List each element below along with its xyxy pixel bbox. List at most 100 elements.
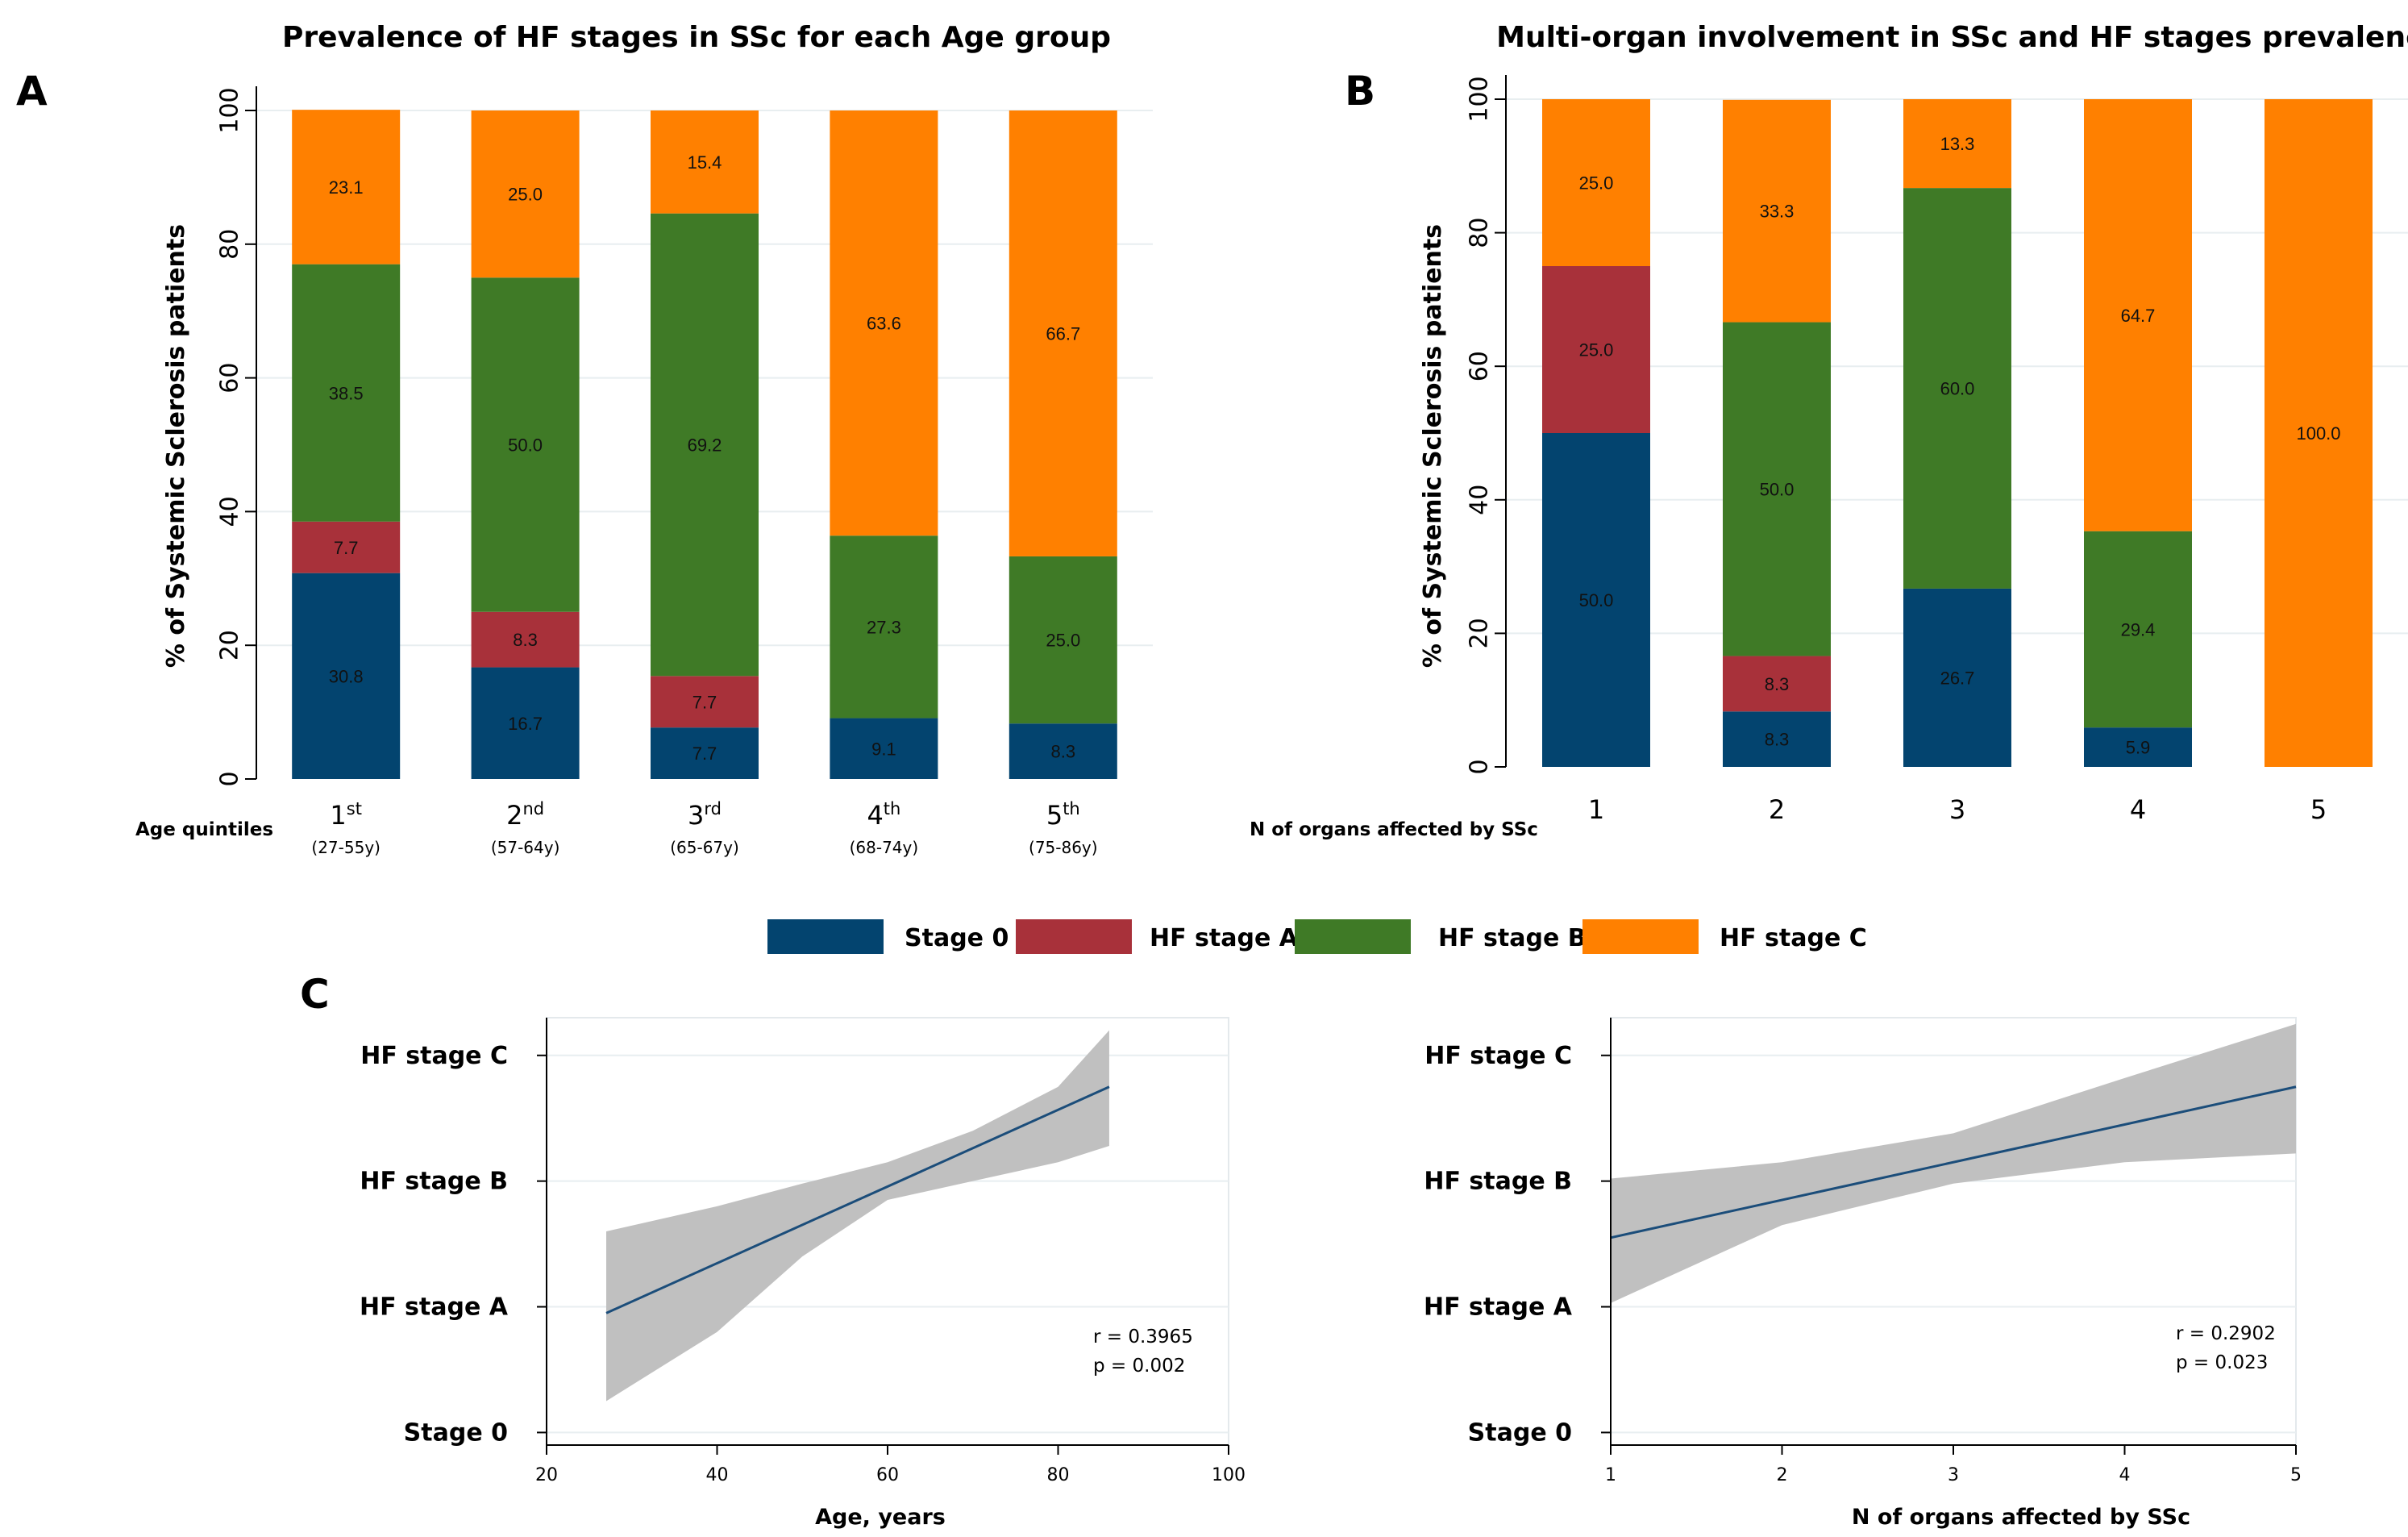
- legend-swatch-hfA: [1016, 919, 1132, 954]
- confidence-band: [606, 1030, 1109, 1402]
- panel-b-label: B: [1345, 68, 1375, 115]
- panel-c-label: C: [300, 971, 330, 1018]
- bar-hfA: [651, 676, 759, 728]
- x-tick-label: 100: [1212, 1465, 1246, 1485]
- panel-c-organs-xlabel: N of organs affected by SSc: [1852, 1505, 2190, 1530]
- data-label: 7.7: [692, 692, 717, 712]
- bar-hfC: [1903, 99, 2011, 189]
- category-label: 5th: [1046, 799, 1080, 831]
- y-tick-label: Stage 0: [404, 1418, 508, 1447]
- p-annotation: p = 0.002: [1093, 1356, 1185, 1377]
- panel-b-title: Multi-organ involvement in SSc and HF st…: [1496, 21, 2408, 54]
- panel-c-organs-chart: N of organs affected by SSc Stage 0 HF st…: [1424, 1017, 2302, 1530]
- category-range: (65-67y): [670, 838, 739, 857]
- x-tick-label: 80: [1047, 1465, 1070, 1485]
- data-label: 64.7: [2121, 306, 2156, 326]
- p-annotation: p = 0.023: [2176, 1352, 2268, 1373]
- category-range: (57-64y): [491, 838, 560, 857]
- bar-stage0: [651, 727, 759, 779]
- bar-stage0: [471, 667, 580, 779]
- data-label: 29.4: [2121, 619, 2156, 639]
- category-range: (68-74y): [850, 838, 919, 857]
- x-tick-label: 60: [876, 1465, 899, 1485]
- data-label: 38.5: [329, 383, 364, 403]
- data-label: 15.4: [688, 152, 722, 173]
- data-label: 13.3: [1940, 134, 1975, 154]
- category-range: (27-55y): [311, 838, 381, 857]
- bar-hfB: [1723, 322, 1831, 656]
- panel-b-ylabel: % of Systemic Sclerosis patients: [1419, 224, 1447, 668]
- bar-hfC: [1542, 99, 1650, 266]
- y-tick-label: 80: [1466, 218, 1494, 248]
- bar-hfB: [651, 213, 759, 677]
- data-label: 63.6: [867, 314, 901, 334]
- legend: Stage 0 HF stage A HF stage B HF stage C: [767, 919, 1867, 954]
- legend-swatch-stage0: [767, 919, 884, 954]
- data-label: 26.7: [1940, 668, 1975, 688]
- category-label: 1: [1588, 794, 1604, 825]
- y-tick-label: Stage 0: [1468, 1418, 1572, 1447]
- y-tick-label: 60: [1466, 351, 1494, 381]
- r-annotation: r = 0.2902: [2176, 1323, 2276, 1344]
- bar-hfC: [830, 110, 938, 536]
- legend-label-hfA: HF stage A: [1150, 924, 1299, 952]
- legend-label-stage0: Stage 0: [905, 924, 1009, 952]
- confidence-band: [1611, 1023, 2296, 1303]
- panel-c-age-xlabel: Age, years: [815, 1505, 946, 1530]
- y-tick-label: 40: [1466, 485, 1494, 515]
- bar-hfB: [2084, 531, 2192, 728]
- data-label: 60.0: [1940, 379, 1975, 399]
- y-tick-label: 100: [216, 87, 244, 133]
- panel-b-chart: Multi-organ involvement in SSc and HF st…: [1250, 21, 2408, 840]
- category-label: 2nd: [506, 799, 544, 831]
- data-label: 8.3: [1765, 674, 1790, 694]
- data-label: 66.7: [1046, 323, 1080, 344]
- panel-c-age-chart: Age, years Stage 0 HF stage A HF stage B HF…: [360, 1017, 1246, 1530]
- bar-stage0: [830, 718, 938, 779]
- data-label: 50.0: [508, 435, 543, 456]
- data-label: 7.7: [334, 538, 359, 558]
- legend-swatch-hfC: [1582, 919, 1699, 954]
- y-tick-label: 20: [1466, 618, 1494, 648]
- bar-hfA: [292, 521, 401, 573]
- bar-stage0: [292, 573, 401, 779]
- y-tick-label: HF stage C: [360, 1042, 508, 1070]
- legend-swatch-hfB: [1295, 919, 1411, 954]
- panel-a-label: A: [16, 68, 48, 115]
- y-tick-label: HF stage C: [1424, 1042, 1572, 1070]
- data-label: 8.3: [1765, 730, 1790, 750]
- bar-hfC: [1009, 110, 1117, 556]
- x-tick-label: 20: [535, 1465, 558, 1485]
- y-tick-label: 0: [1466, 759, 1494, 774]
- y-tick-label: 60: [216, 363, 244, 394]
- data-label: 100.0: [2296, 423, 2340, 444]
- bar-hfB: [1009, 556, 1117, 724]
- fit-line: [605, 1085, 1110, 1314]
- bar-hfA: [1542, 266, 1650, 433]
- x-tick-label: 4: [2119, 1465, 2131, 1485]
- data-label: 25.0: [1579, 173, 1614, 194]
- bar-hfB: [292, 264, 401, 522]
- bar-stage0: [1009, 723, 1117, 779]
- category-range: (75-86y): [1029, 838, 1098, 857]
- x-tick-label: 40: [706, 1465, 729, 1485]
- y-tick-label: 40: [216, 496, 244, 527]
- bar-stage0: [2084, 727, 2192, 767]
- bar-hfC: [471, 110, 580, 278]
- data-label: 25.0: [1579, 340, 1614, 360]
- data-label: 5.9: [2126, 738, 2151, 758]
- data-label: 25.0: [1046, 631, 1080, 651]
- bar-hfC: [292, 110, 401, 264]
- data-label: 50.0: [1579, 590, 1614, 610]
- data-label: 16.7: [508, 714, 543, 734]
- panel-a-chart: Prevalence of HF stages in SSc for each …: [135, 21, 1153, 857]
- y-tick-label: 100: [1466, 76, 1494, 122]
- data-label: 69.2: [688, 435, 722, 456]
- data-label: 8.3: [513, 630, 538, 650]
- y-tick-label: HF stage A: [1424, 1293, 1573, 1322]
- bar-hfB: [830, 535, 938, 719]
- data-label: 23.1: [329, 177, 364, 198]
- y-tick-label: 80: [216, 229, 244, 260]
- bar-hfC: [2265, 99, 2373, 767]
